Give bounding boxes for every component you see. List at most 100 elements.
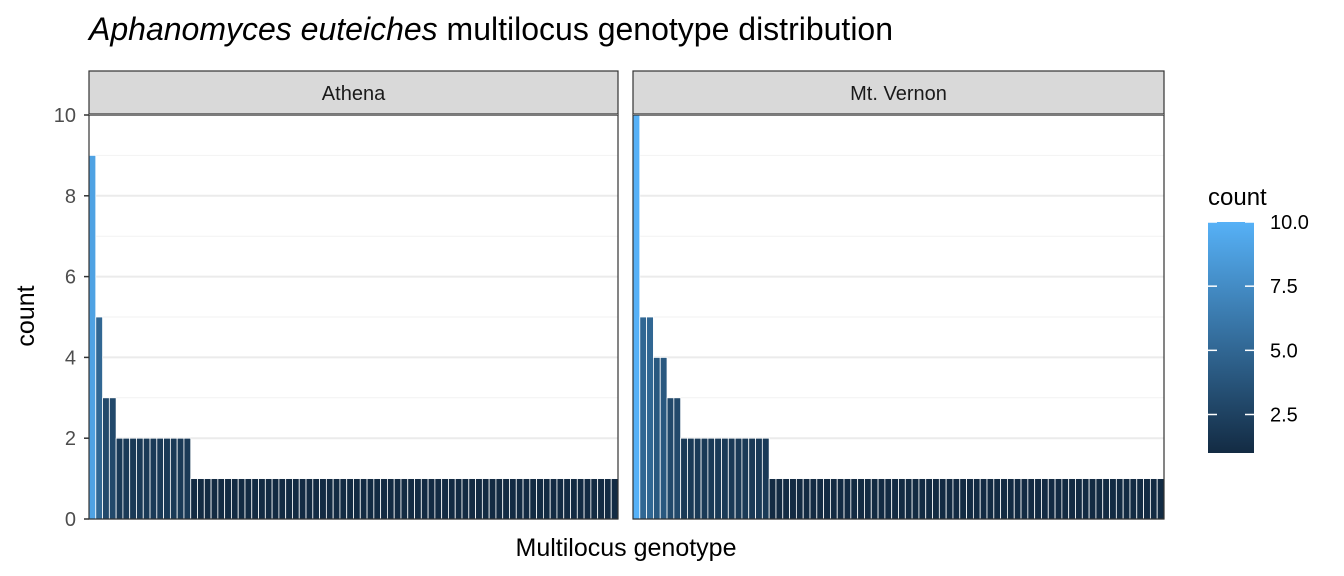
y-tick-label: 4: [65, 347, 76, 369]
bar: [639, 316, 648, 520]
bar: [400, 478, 409, 520]
bar: [339, 478, 348, 520]
bar: [1013, 478, 1022, 520]
bar: [556, 478, 565, 520]
bar: [183, 437, 192, 520]
bar: [775, 478, 784, 520]
bar: [755, 437, 763, 520]
bar: [163, 437, 171, 520]
legend-title: count: [1208, 184, 1267, 211]
bar: [380, 478, 388, 520]
bar: [1115, 478, 1124, 520]
bar: [1095, 478, 1104, 520]
bar: [1007, 478, 1015, 520]
bar: [563, 478, 571, 520]
bar: [590, 478, 599, 520]
bar: [264, 478, 273, 520]
bar: [1054, 478, 1063, 520]
bar: [795, 478, 804, 520]
bar: [707, 437, 716, 520]
bar: [1047, 478, 1056, 520]
bar: [542, 478, 551, 520]
bar: [414, 478, 422, 520]
bar: [1020, 478, 1029, 520]
bar: [346, 478, 354, 520]
bar: [734, 437, 743, 520]
bar: [305, 478, 314, 520]
bar: [549, 478, 558, 520]
bar: [597, 478, 605, 520]
y-axis: 0 2 4 6 8 10: [54, 105, 89, 531]
bar: [816, 478, 825, 520]
bar: [673, 397, 682, 520]
bar: [959, 478, 967, 520]
bar: [714, 437, 722, 520]
bar: [217, 478, 226, 520]
bar: [536, 478, 544, 520]
bar: [129, 437, 137, 520]
bar: [904, 478, 913, 520]
bar: [88, 154, 97, 520]
bar: [884, 478, 893, 520]
bar: [149, 437, 158, 520]
bar: [387, 478, 395, 520]
chart-title-rest: multilocus genotype distribution: [438, 11, 893, 47]
bar: [680, 437, 688, 520]
y-tick-label: 8: [65, 186, 76, 208]
panel-border: [632, 114, 1165, 520]
bar: [237, 478, 246, 520]
bar: [966, 478, 974, 520]
y-tick-label: 2: [65, 428, 76, 450]
bar: [319, 478, 327, 520]
bar: [823, 478, 831, 520]
bar: [1027, 478, 1036, 520]
colorbar-label: 10.0: [1270, 212, 1309, 234]
bar: [203, 478, 212, 520]
bar: [1136, 478, 1144, 520]
bar: [481, 478, 490, 520]
facet-strip-label: Mt. Vernon: [850, 83, 947, 105]
facet-panels: Athena Mt. Vernon: [88, 70, 1165, 520]
bar: [529, 478, 538, 520]
bar: [843, 478, 852, 520]
bar: [1109, 478, 1117, 520]
y-tick-label: 0: [65, 509, 76, 531]
bar: [258, 478, 266, 520]
bar: [687, 437, 695, 520]
bar: [468, 478, 476, 520]
colorbar: [1208, 222, 1254, 453]
y-tick-label: 6: [65, 267, 76, 289]
bar: [721, 437, 729, 520]
bar: [1122, 478, 1131, 520]
bar: [95, 316, 103, 520]
bar: [700, 437, 709, 520]
bar: [952, 478, 961, 520]
bar: [434, 478, 443, 520]
bar: [515, 478, 524, 520]
bar: [312, 478, 320, 520]
bar: [285, 478, 293, 520]
bar: [495, 478, 504, 520]
colorbar-label: 7.5: [1270, 276, 1298, 298]
bar: [1075, 478, 1083, 520]
bar: [353, 478, 361, 520]
bar: [576, 478, 585, 520]
bar: [632, 114, 641, 520]
bar: [332, 478, 341, 520]
bar: [1156, 478, 1165, 520]
legend: count 2.5 5.0 7.5 10.0: [1208, 184, 1309, 453]
bar: [156, 437, 165, 520]
bar: [1149, 478, 1158, 520]
facet-panel: Mt. Vernon: [632, 70, 1165, 520]
facet-strip: [632, 70, 1165, 115]
bar: [136, 437, 144, 520]
bar: [509, 478, 517, 520]
panel-border: [88, 114, 619, 520]
bar: [441, 478, 449, 520]
bar: [1129, 478, 1138, 520]
bar: [653, 356, 661, 520]
bar: [271, 478, 280, 520]
bar: [877, 478, 886, 520]
bar: [461, 478, 470, 520]
